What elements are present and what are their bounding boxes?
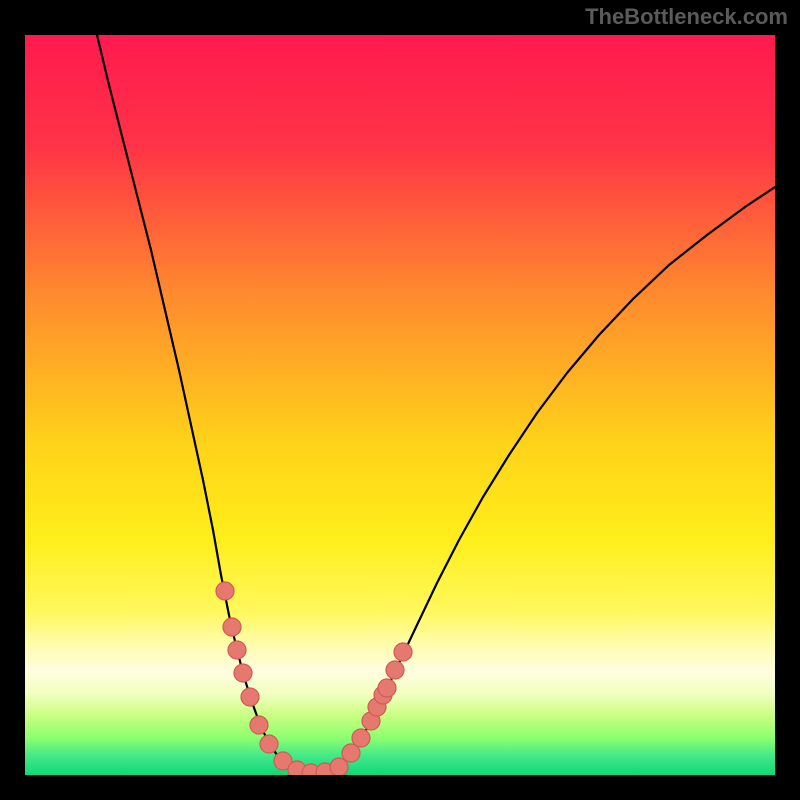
data-marker: [386, 661, 404, 679]
plot-svg: [25, 35, 775, 775]
data-marker: [260, 735, 278, 753]
data-marker: [228, 641, 246, 659]
chart-frame: TheBottleneck.com: [0, 0, 800, 800]
data-marker: [241, 688, 259, 706]
data-marker: [216, 582, 234, 600]
data-marker: [378, 679, 396, 697]
data-marker: [234, 664, 252, 682]
data-marker: [250, 716, 268, 734]
data-marker: [352, 729, 370, 747]
plot-area: [25, 35, 775, 775]
data-marker: [223, 618, 241, 636]
watermark-text: TheBottleneck.com: [585, 4, 788, 30]
data-marker: [394, 643, 412, 661]
